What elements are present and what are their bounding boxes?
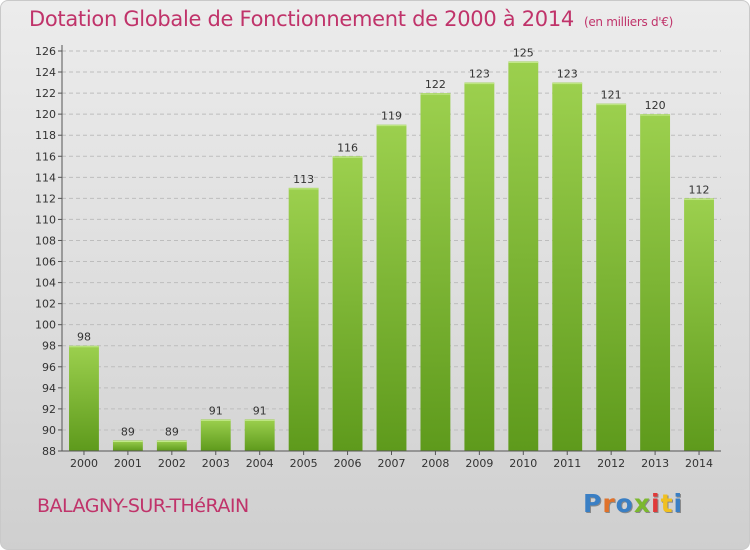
data-label: 112 [689,183,710,196]
y-tick-label: 124 [35,66,56,79]
logo-letter: x [633,489,651,518]
y-tick-label: 120 [35,108,56,121]
x-tick-label: 2009 [465,457,493,470]
y-tick-label: 112 [35,192,56,205]
x-tick-label: 2007 [378,457,406,470]
bar [244,419,275,451]
data-label: 113 [293,173,314,186]
logo-letter: i [673,489,684,518]
bar [596,103,627,451]
data-label: 119 [381,110,402,123]
bar [200,419,231,451]
chart-subtitle: (en milliers d'€) [583,15,673,29]
bar [464,82,495,451]
bar [376,124,407,452]
y-tick-label: 118 [35,129,56,142]
logo-letter: o [615,489,634,518]
y-tick-label: 88 [42,445,56,458]
logo-letter: t [660,489,674,518]
y-tick-label: 102 [35,298,56,311]
chart-title-row: Dotation Globale de Fonctionnement de 20… [29,7,673,31]
y-tick-label: 114 [35,171,56,184]
bar [69,345,99,451]
bar [508,61,539,452]
x-tick-label: 2003 [202,457,230,470]
data-label: 123 [557,68,578,81]
data-label: 91 [209,404,223,417]
data-label: 123 [469,68,490,81]
y-tick-label: 94 [42,382,56,395]
proxiti-logo: Proxiti [583,489,683,518]
bar [332,156,363,451]
y-tick-label: 116 [35,150,56,163]
data-label: 116 [337,141,358,154]
bar [420,93,451,452]
commune-name: BALAGNY-SUR-THéRAIN [37,495,249,517]
bar [112,440,143,451]
chart-title: Dotation Globale de Fonctionnement de 20… [29,7,574,31]
y-tick-label: 126 [35,45,56,58]
data-label: 120 [645,99,666,112]
y-tick-label: 100 [35,319,56,332]
y-tick-label: 106 [35,256,56,269]
data-label: 98 [77,331,91,344]
x-tick-label: 2013 [641,457,669,470]
bar [684,198,714,451]
bar [640,114,671,451]
x-tick-label: 2005 [290,457,318,470]
y-tick-label: 96 [42,361,56,374]
bar [156,440,187,451]
x-tick-label: 2006 [334,457,362,470]
y-tick-label: 110 [35,213,56,226]
y-tick-label: 92 [42,403,56,416]
x-tick-label: 2012 [597,457,625,470]
bar [288,187,319,451]
y-tick-label: 108 [35,234,56,247]
data-label: 122 [425,78,446,91]
logo-letter: P [583,489,603,518]
x-tick-label: 2011 [553,457,581,470]
y-tick-label: 104 [35,277,56,290]
y-tick-label: 122 [35,87,56,100]
x-tick-label: 2002 [158,457,186,470]
data-label: 91 [253,404,267,417]
data-label: 89 [121,425,135,438]
logo-letter: i [651,489,661,518]
data-label: 121 [601,89,622,102]
x-tick-label: 2008 [421,457,449,470]
x-tick-label: 2014 [685,457,713,470]
y-tick-label: 98 [42,340,56,353]
y-tick-label: 90 [42,424,56,437]
x-tick-label: 2010 [509,457,537,470]
bar [552,82,583,451]
data-label: 89 [165,425,179,438]
x-tick-label: 2001 [114,457,142,470]
data-label: 125 [513,47,534,60]
x-tick-label: 2000 [70,457,98,470]
x-tick-label: 2004 [246,457,274,470]
logo-letter: r [602,489,616,518]
